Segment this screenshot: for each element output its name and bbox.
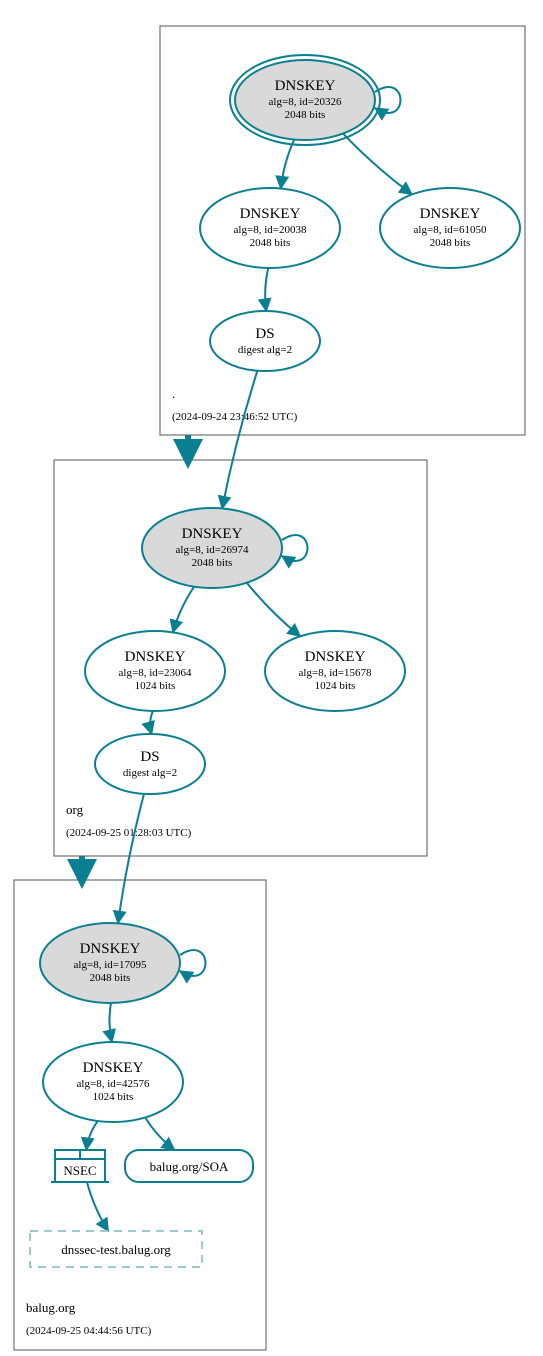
edge xyxy=(222,371,257,509)
svg-text:balug.org/SOA: balug.org/SOA xyxy=(150,1159,229,1174)
node-n1: DNSKEY alg=8, id=203262048 bits xyxy=(230,55,380,145)
edge-self xyxy=(282,535,308,561)
edge-self xyxy=(180,950,206,976)
svg-text:digest alg=2: digest alg=2 xyxy=(238,344,292,356)
svg-text:DNSKEY: DNSKEY xyxy=(182,526,243,542)
svg-text:2048 bits: 2048 bits xyxy=(285,109,326,121)
svg-text:balug.org: balug.org xyxy=(26,1300,76,1315)
node-n3: DNSKEY alg=8, id=610502048 bits xyxy=(380,188,520,268)
svg-text:.: . xyxy=(172,386,175,401)
edge xyxy=(109,1003,112,1042)
svg-text:alg=8, id=26974: alg=8, id=26974 xyxy=(176,544,249,556)
node-n4: DS digest alg=2 xyxy=(210,311,320,371)
svg-text:alg=8, id=61050: alg=8, id=61050 xyxy=(414,224,487,236)
edge xyxy=(173,587,194,633)
svg-text:DS: DS xyxy=(255,326,274,342)
node-n8: DS digest alg=2 xyxy=(95,734,205,794)
svg-text:2048 bits: 2048 bits xyxy=(430,237,471,249)
edge xyxy=(86,1121,97,1150)
svg-text:alg=8, id=17095: alg=8, id=17095 xyxy=(74,959,147,971)
edge xyxy=(118,794,144,923)
svg-text:org: org xyxy=(66,802,84,817)
svg-text:2048 bits: 2048 bits xyxy=(90,972,131,984)
svg-text:alg=8, id=42576: alg=8, id=42576 xyxy=(77,1078,150,1090)
edge xyxy=(343,134,412,195)
node-n9: DNSKEY alg=8, id=170952048 bits xyxy=(40,923,180,1003)
svg-text:NSEC: NSEC xyxy=(63,1163,96,1178)
svg-text:alg=8, id=23064: alg=8, id=23064 xyxy=(119,667,192,679)
svg-text:alg=8, id=20326: alg=8, id=20326 xyxy=(269,96,342,108)
svg-text:(2024-09-24 23:46:52 UTC): (2024-09-24 23:46:52 UTC) xyxy=(172,411,298,423)
node-n12: balug.org/SOA xyxy=(125,1150,253,1182)
node-n10: DNSKEY alg=8, id=425761024 bits xyxy=(43,1042,183,1122)
svg-text:DNSKEY: DNSKEY xyxy=(80,941,141,957)
edge xyxy=(265,268,268,311)
nodes: DNSKEYalg=8, id=203262048 bitsDNSKEYalg=… xyxy=(30,55,520,1267)
node-n6: DNSKEY alg=8, id=230641024 bits xyxy=(85,631,225,711)
svg-text:DNSKEY: DNSKEY xyxy=(240,206,301,222)
svg-text:2048 bits: 2048 bits xyxy=(250,237,291,249)
svg-text:1024 bits: 1024 bits xyxy=(135,680,176,692)
svg-text:1024 bits: 1024 bits xyxy=(315,680,356,692)
svg-text:DNSKEY: DNSKEY xyxy=(83,1060,144,1076)
svg-text:dnssec-test.balug.org: dnssec-test.balug.org xyxy=(61,1242,171,1257)
edge xyxy=(247,583,301,637)
svg-text:alg=8, id=20038: alg=8, id=20038 xyxy=(234,224,307,236)
svg-text:1024 bits: 1024 bits xyxy=(93,1091,134,1103)
svg-text:2048 bits: 2048 bits xyxy=(192,557,233,569)
diagram-canvas: . (2024-09-24 23:46:52 UTC) org (2024-09-25… xyxy=(0,0,543,1356)
node-n5: DNSKEY alg=8, id=269742048 bits xyxy=(142,508,282,588)
edge xyxy=(281,140,294,189)
svg-text:DNSKEY: DNSKEY xyxy=(420,206,481,222)
svg-text:alg=8, id=15678: alg=8, id=15678 xyxy=(299,667,372,679)
edge xyxy=(87,1182,108,1231)
node-n7: DNSKEY alg=8, id=156781024 bits xyxy=(265,631,405,711)
svg-text:DNSKEY: DNSKEY xyxy=(125,649,186,665)
node-n13: dnssec-test.balug.org xyxy=(30,1231,202,1267)
svg-text:DNSKEY: DNSKEY xyxy=(305,649,366,665)
svg-text:(2024-09-25 04:44:56 UTC): (2024-09-25 04:44:56 UTC) xyxy=(26,1325,152,1337)
node-n11: NSEC xyxy=(51,1150,109,1182)
edge xyxy=(145,1118,174,1150)
svg-text:(2024-09-25 01:28:03 UTC): (2024-09-25 01:28:03 UTC) xyxy=(66,827,192,839)
svg-text:DS: DS xyxy=(140,749,159,765)
svg-text:DNSKEY: DNSKEY xyxy=(275,78,336,94)
node-n2: DNSKEY alg=8, id=200382048 bits xyxy=(200,188,340,268)
svg-text:digest alg=2: digest alg=2 xyxy=(123,767,177,779)
edge xyxy=(150,711,153,734)
